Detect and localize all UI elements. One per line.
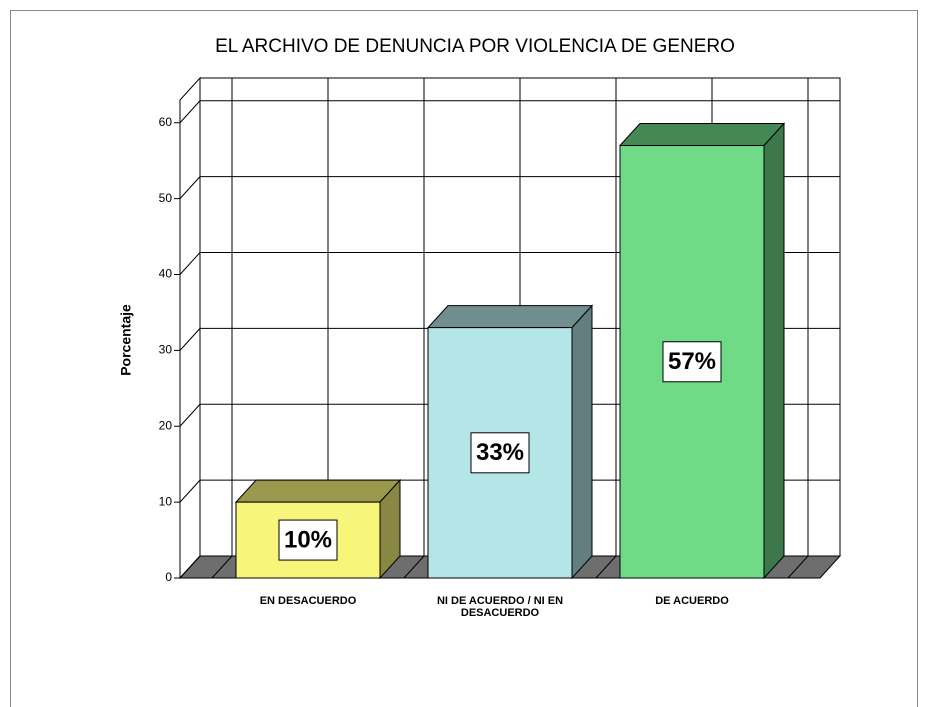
y-tick-label: 60 xyxy=(159,115,173,129)
value-label: 10% xyxy=(284,526,332,553)
y-tick-label: 20 xyxy=(159,418,173,432)
chart-title: EL ARCHIVO DE DENUNCIA POR VIOLENCIA DE … xyxy=(215,36,735,57)
y-tick-label: 0 xyxy=(165,570,172,584)
bar-top xyxy=(618,123,786,147)
x-tick-label: DE ACUERDO xyxy=(655,595,729,607)
side-grid-line xyxy=(179,555,201,579)
floor-line xyxy=(211,555,233,579)
y-tick-label: 10 xyxy=(159,494,173,508)
side-grid-line xyxy=(179,403,201,427)
y-tick-label: 30 xyxy=(159,343,173,357)
side-grid-line xyxy=(179,252,201,275)
side-grid-line xyxy=(179,176,201,199)
value-label: 33% xyxy=(476,439,524,466)
floor-line xyxy=(595,555,617,579)
frame xyxy=(10,10,918,707)
side-grid-line xyxy=(179,479,201,503)
y-tick-label: 50 xyxy=(159,191,173,205)
floor-line xyxy=(403,555,425,579)
value-label-box xyxy=(662,341,722,383)
value-label: 57% xyxy=(668,348,716,375)
bar-side xyxy=(571,304,593,580)
x-tick-label: NI DE ACUERDO / NI EN DESACUERDO xyxy=(436,595,564,619)
y-axis-label: Porcentaje xyxy=(118,304,134,376)
value-label-box xyxy=(278,519,338,561)
side-grid-line xyxy=(179,328,201,351)
bar-top xyxy=(426,305,594,329)
y-tick-label: 40 xyxy=(159,267,173,281)
side-grid-line xyxy=(179,100,201,124)
x-tick-label: EN DESACUERDO xyxy=(259,595,357,607)
bar-side xyxy=(763,122,785,580)
value-label-box xyxy=(470,432,530,474)
floor-line xyxy=(787,555,809,579)
bar-top xyxy=(234,479,402,503)
side-wall xyxy=(179,76,201,580)
